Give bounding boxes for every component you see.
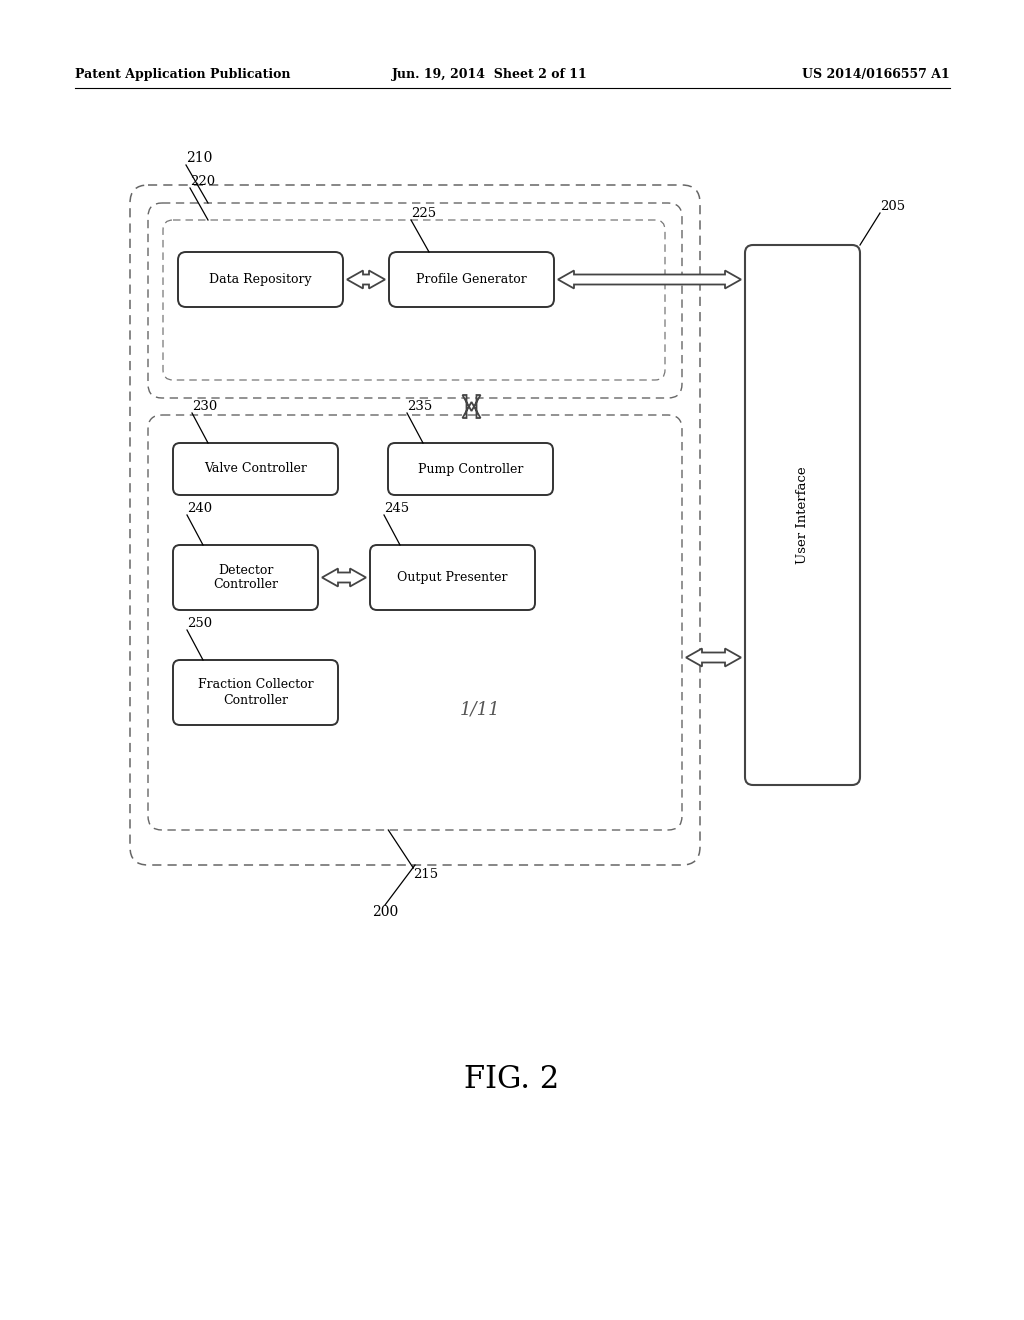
- FancyBboxPatch shape: [173, 660, 338, 725]
- Text: 250: 250: [187, 616, 212, 630]
- Text: 220: 220: [190, 176, 215, 187]
- Text: 205: 205: [880, 201, 905, 213]
- Text: 225: 225: [411, 207, 436, 220]
- Polygon shape: [558, 271, 741, 289]
- Text: 200: 200: [372, 906, 398, 919]
- Text: Data Repository: Data Repository: [209, 273, 312, 286]
- Polygon shape: [322, 569, 366, 586]
- FancyBboxPatch shape: [389, 252, 554, 308]
- Polygon shape: [686, 648, 741, 667]
- FancyBboxPatch shape: [173, 545, 318, 610]
- Text: 230: 230: [193, 400, 217, 413]
- Text: User Interface: User Interface: [796, 466, 809, 564]
- Polygon shape: [463, 395, 480, 418]
- FancyBboxPatch shape: [173, 444, 338, 495]
- Text: FIG. 2: FIG. 2: [464, 1064, 560, 1096]
- FancyBboxPatch shape: [178, 252, 343, 308]
- FancyBboxPatch shape: [388, 444, 553, 495]
- Text: 235: 235: [407, 400, 432, 413]
- Text: 215: 215: [414, 869, 438, 880]
- Text: Pump Controller: Pump Controller: [418, 462, 523, 475]
- FancyBboxPatch shape: [745, 246, 860, 785]
- Text: Jun. 19, 2014  Sheet 2 of 11: Jun. 19, 2014 Sheet 2 of 11: [392, 69, 588, 81]
- Text: 210: 210: [186, 150, 212, 165]
- Text: Detector
Controller: Detector Controller: [213, 564, 278, 591]
- Text: 240: 240: [187, 502, 212, 515]
- FancyBboxPatch shape: [370, 545, 535, 610]
- Text: Output Presenter: Output Presenter: [397, 572, 508, 583]
- Text: 1/11: 1/11: [460, 701, 501, 719]
- Text: 245: 245: [384, 502, 410, 515]
- Text: Patent Application Publication: Patent Application Publication: [75, 69, 291, 81]
- Text: Valve Controller: Valve Controller: [204, 462, 307, 475]
- Text: Fraction Collector
Controller: Fraction Collector Controller: [198, 678, 313, 706]
- Text: Profile Generator: Profile Generator: [416, 273, 527, 286]
- Polygon shape: [347, 271, 385, 289]
- Text: US 2014/0166557 A1: US 2014/0166557 A1: [802, 69, 950, 81]
